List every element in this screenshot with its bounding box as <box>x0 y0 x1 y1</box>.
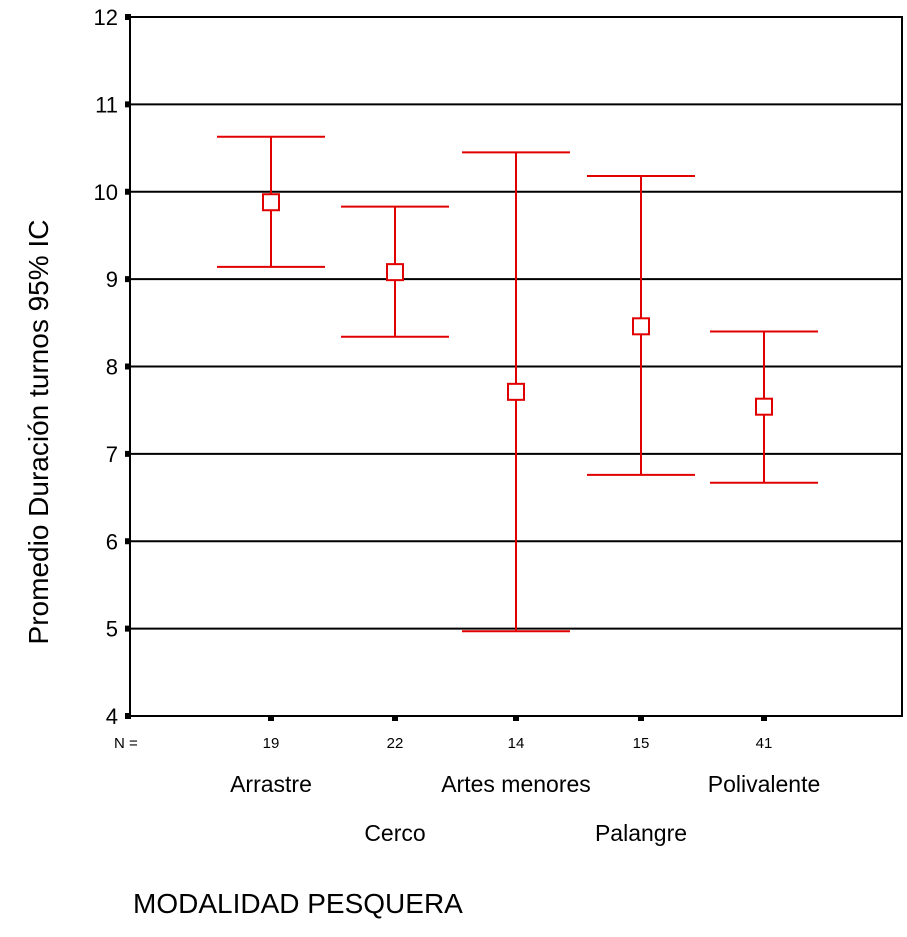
x-tick-mark <box>268 715 274 721</box>
y-axis: 4 5 6 7 8 9 10 11 12 <box>94 5 131 729</box>
mean-marker <box>507 382 525 401</box>
y-tick-label: 6 <box>106 529 118 554</box>
error-bars <box>217 135 818 633</box>
x-axis-title: MODALIDAD PESQUERA <box>133 888 463 919</box>
y-tick-label: 5 <box>106 617 118 642</box>
n-prefix-label: N = <box>114 735 138 752</box>
y-tick-label: 8 <box>106 355 118 380</box>
y-tick-mark <box>125 363 131 370</box>
n-count-label: 19 <box>263 735 280 752</box>
x-tick-mark <box>761 715 767 721</box>
category-label: Artes menores <box>441 771 591 797</box>
n-count-label: 22 <box>387 735 404 752</box>
mean-marker <box>632 317 650 336</box>
y-tick-mark <box>125 101 131 108</box>
y-tick-mark <box>125 713 131 719</box>
category-label: Arrastre <box>230 771 312 797</box>
y-tick-mark <box>125 538 131 545</box>
n-count-label: 14 <box>508 735 525 752</box>
y-tick-mark <box>125 14 131 20</box>
y-tick-mark <box>125 276 131 283</box>
x-tick-mark <box>638 715 644 721</box>
y-tick-mark <box>125 625 131 632</box>
category-label: Palangre <box>595 820 687 846</box>
n-count-label: 41 <box>756 735 773 752</box>
x-tick-mark <box>392 715 398 721</box>
mean-marker <box>262 193 280 212</box>
y-tick-mark <box>125 450 131 457</box>
x-tick-mark <box>513 715 519 721</box>
category-label: Polivalente <box>708 771 821 797</box>
y-tick-label: 9 <box>106 267 118 292</box>
y-tick-label: 11 <box>95 92 118 117</box>
y-tick-mark <box>125 188 131 195</box>
y-tick-label: 4 <box>106 704 118 729</box>
y-axis-title: Promedio Duración turnos 95% IC <box>23 220 54 645</box>
x-axis: 19 Arrastre 22 Cerco 14 Artes menores 15 Palang… <box>230 715 820 846</box>
y-tick-label: 7 <box>106 442 118 467</box>
mean-marker <box>386 263 404 282</box>
mean-marker <box>755 397 773 416</box>
n-count-label: 15 <box>633 735 650 752</box>
y-tick-label: 10 <box>94 180 118 205</box>
y-tick-label: 12 <box>94 5 118 30</box>
category-label: Cerco <box>364 820 425 846</box>
